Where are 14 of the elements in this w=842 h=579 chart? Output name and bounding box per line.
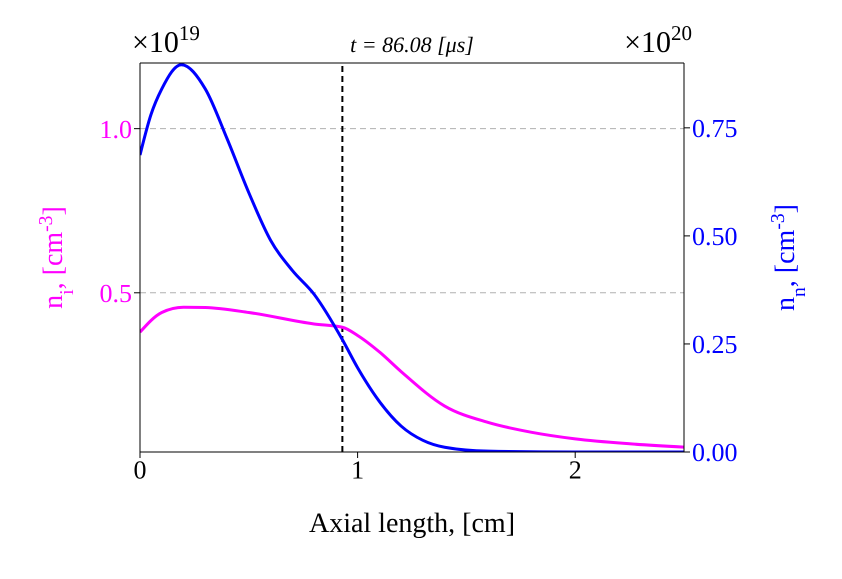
y2-tick-label: 0.00 [692, 438, 738, 468]
y-tick-label: 0.5 [100, 279, 132, 308]
chart-title: t = 86.08 [μs] [350, 32, 474, 57]
y2-tick-label: 0.75 [692, 114, 738, 144]
text: ×10$^{20}$ [624, 21, 692, 59]
y-tick-label: 1.0 [100, 114, 132, 144]
text: ×10$^{19}$ [132, 21, 200, 59]
x-tick-label: 2 [568, 455, 582, 484]
y2-tick-label: 0.25 [692, 330, 738, 360]
line-series [140, 306, 684, 449]
y2-tick-label: 0.50 [692, 222, 738, 252]
x-tick-label: 1 [351, 455, 364, 484]
x-axis-title: Axial length, [cm] [308, 508, 516, 539]
x-tick-label: 0 [134, 455, 146, 484]
